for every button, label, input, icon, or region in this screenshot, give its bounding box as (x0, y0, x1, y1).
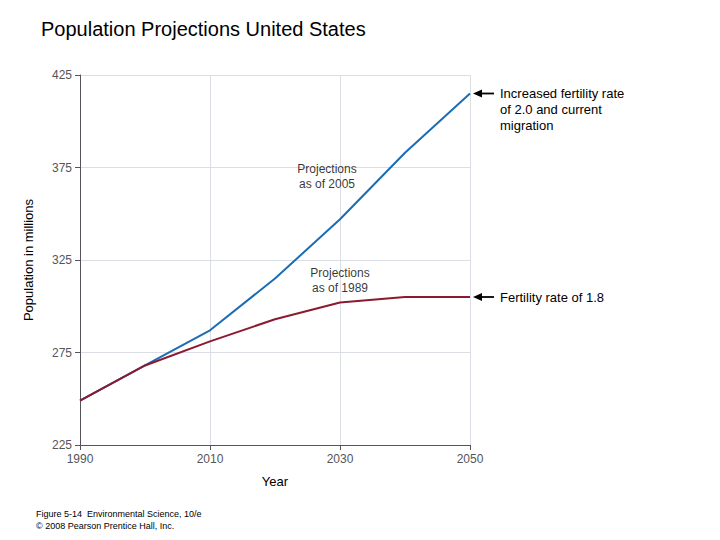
svg-text:migration: migration (500, 118, 553, 133)
svg-text:Fertility rate of 1.8: Fertility rate of 1.8 (500, 290, 604, 305)
svg-text:425: 425 (52, 68, 72, 82)
svg-text:Population Projections United: Population Projections United States (41, 18, 366, 40)
svg-text:225: 225 (52, 438, 72, 452)
svg-text:2050: 2050 (457, 452, 484, 466)
svg-text:Year: Year (262, 474, 289, 489)
svg-text:© 2008 Pearson Prentice Hall,: © 2008 Pearson Prentice Hall, Inc. (36, 521, 174, 531)
svg-text:Projections: Projections (297, 162, 356, 176)
svg-text:2030: 2030 (327, 452, 354, 466)
svg-text:1990: 1990 (67, 452, 94, 466)
svg-text:275: 275 (52, 346, 72, 360)
svg-text:2010: 2010 (197, 452, 224, 466)
svg-text:Increased fertility rate: Increased fertility rate (500, 86, 624, 101)
svg-text:Figure 5-14 Environmental Sci: Figure 5-14 Environmental Science, 10/e (36, 509, 202, 519)
svg-text:325: 325 (52, 253, 72, 267)
svg-text:375: 375 (52, 161, 72, 175)
svg-text:Population in millions: Population in millions (21, 198, 36, 321)
svg-text:as of 2005: as of 2005 (299, 177, 355, 191)
svg-text:of 2.0 and current: of 2.0 and current (500, 102, 602, 117)
svg-text:as of 1989: as of 1989 (312, 281, 368, 295)
svg-text:Projections: Projections (310, 266, 369, 280)
